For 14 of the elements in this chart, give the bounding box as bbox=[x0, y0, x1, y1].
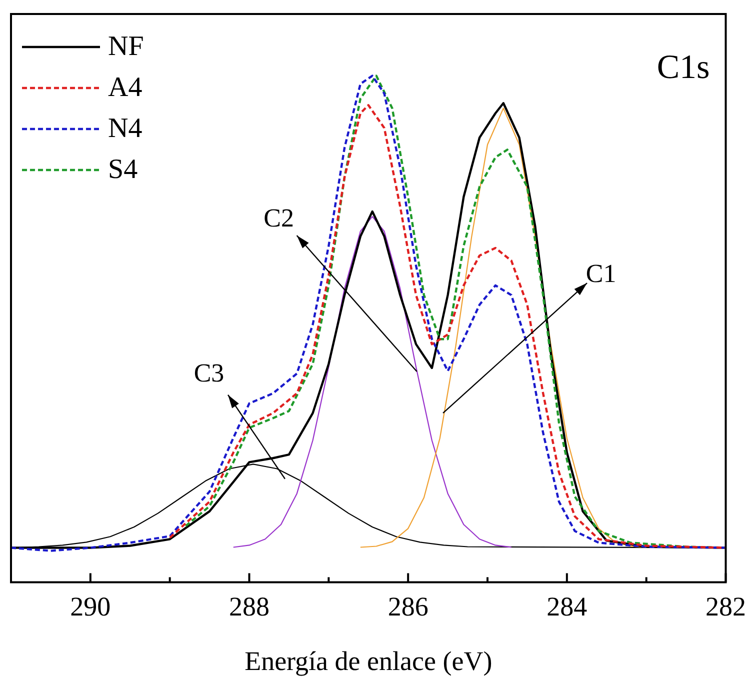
x-tick-label: 288 bbox=[229, 591, 270, 622]
x-tick-label: 282 bbox=[706, 591, 746, 622]
annotation: C3 bbox=[194, 358, 224, 388]
legend-label: NF bbox=[108, 30, 144, 62]
annotation: C1s bbox=[656, 48, 710, 86]
annotation: C2 bbox=[264, 203, 294, 232]
x-axis-title: Energía de enlace (eV) bbox=[244, 646, 492, 676]
legend-label: N4 bbox=[108, 112, 142, 144]
legend-label: S4 bbox=[108, 154, 138, 186]
legend-label: A4 bbox=[108, 72, 142, 104]
x-tick-label: 286 bbox=[388, 591, 428, 622]
x-tick-label: 290 bbox=[70, 591, 111, 622]
x-tick-label: 284 bbox=[546, 591, 588, 622]
annotation: C1 bbox=[586, 258, 616, 288]
